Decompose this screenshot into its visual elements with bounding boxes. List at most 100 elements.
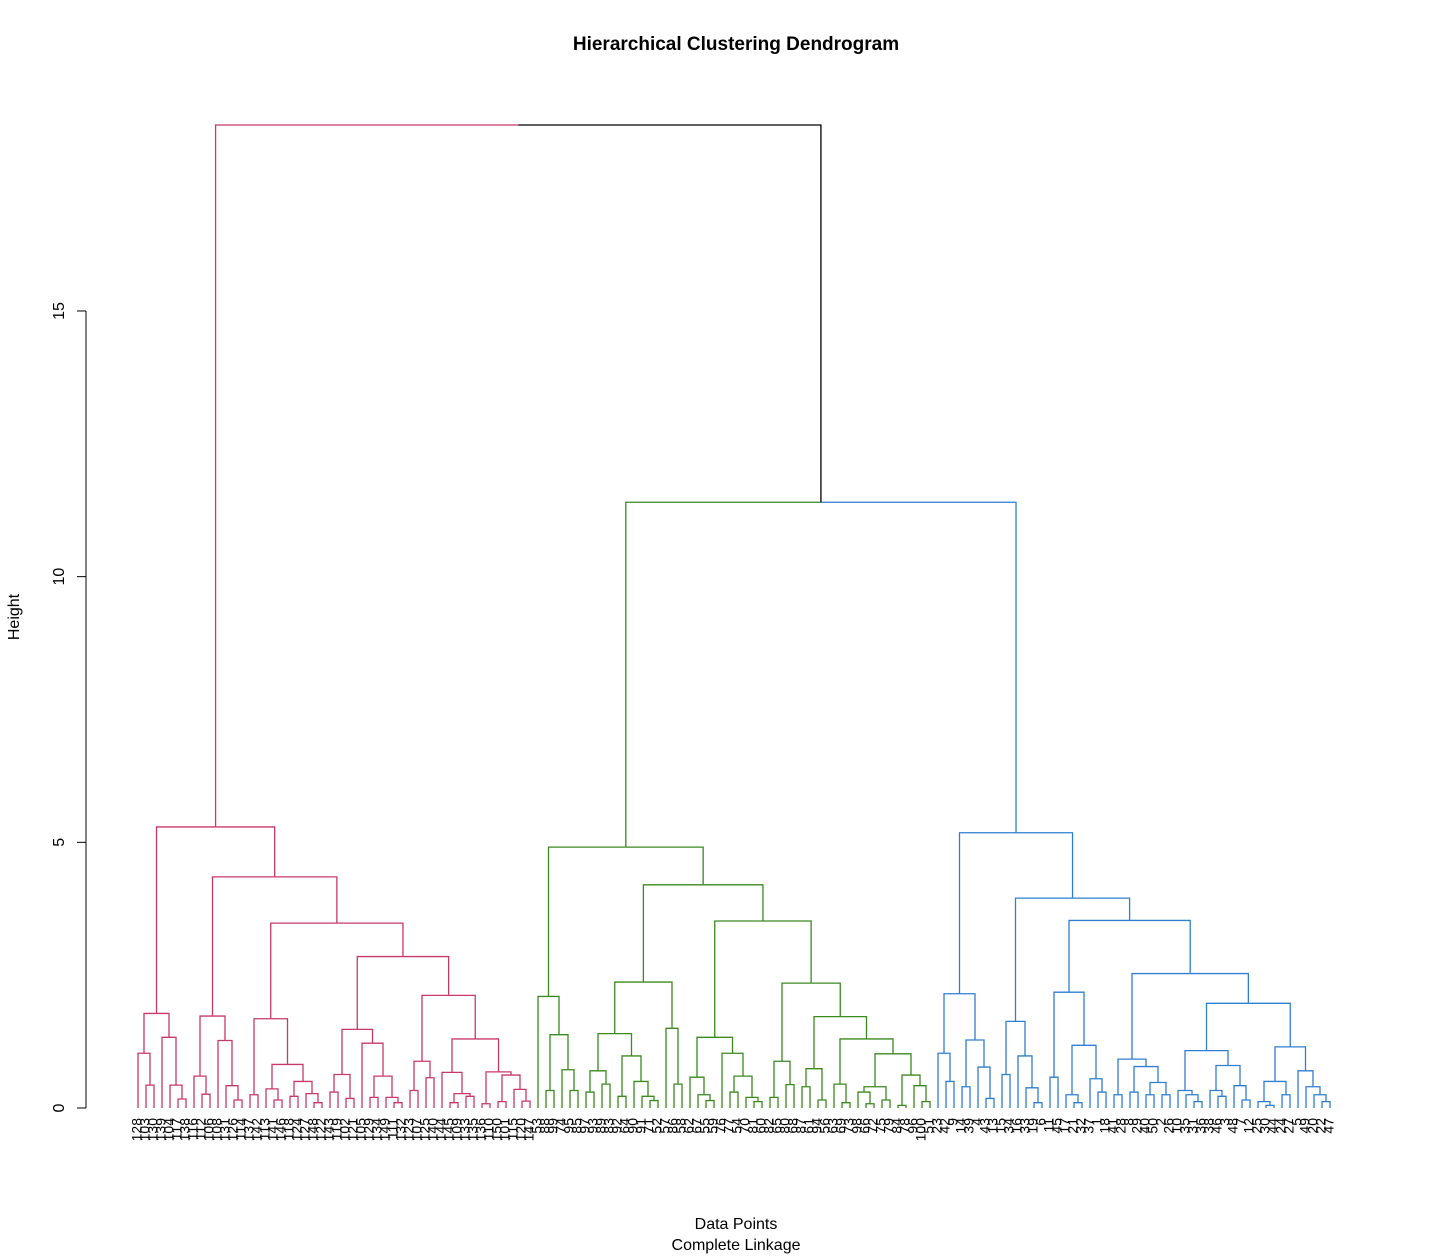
link (1006, 1073, 1011, 1108)
link (249, 1094, 254, 1108)
leaf-label: 78 (897, 1118, 913, 1134)
link (1118, 1094, 1123, 1108)
link (409, 1089, 414, 1108)
link (814, 1068, 823, 1101)
link (1326, 1100, 1331, 1108)
leaf-label: 18 (1097, 1118, 1113, 1134)
leaf-label: 63 (825, 1118, 841, 1134)
link (144, 1052, 151, 1086)
link (217, 1039, 225, 1108)
link (501, 1074, 511, 1102)
link (1117, 1058, 1132, 1095)
leaf-label: 42 (937, 1118, 953, 1134)
leaf-label: 111 (385, 1118, 401, 1139)
link (870, 1103, 875, 1108)
link (1222, 1095, 1227, 1108)
link (1005, 1020, 1016, 1075)
link (550, 1089, 555, 1108)
link (313, 1102, 318, 1108)
link (238, 1099, 243, 1108)
link (959, 993, 976, 1040)
link (253, 1018, 271, 1095)
link (1177, 1089, 1185, 1108)
link (441, 1071, 452, 1108)
leaf-label: 92 (609, 1118, 625, 1134)
link (465, 1095, 470, 1108)
link (161, 1036, 169, 1108)
leaf-label: 95 (561, 1118, 577, 1134)
link (1097, 1091, 1102, 1108)
link (697, 1094, 704, 1108)
link (1072, 897, 1131, 921)
link (790, 1083, 795, 1108)
leaf-label: 146 (273, 1118, 289, 1142)
link (1145, 1094, 1150, 1108)
link (1149, 1081, 1158, 1095)
link (710, 1099, 715, 1108)
link (329, 1091, 334, 1108)
leaf-label: 44 (1265, 1118, 1281, 1134)
link (212, 1015, 226, 1041)
link (486, 1103, 491, 1108)
link (150, 1084, 155, 1108)
link (811, 982, 841, 1017)
link (614, 981, 644, 1034)
leaf-label: 130 (145, 1118, 161, 1142)
link (1190, 972, 1250, 1004)
leaf-label: 102 (337, 1118, 353, 1142)
leaf-label: 17 (1057, 1118, 1073, 1134)
link (232, 1085, 239, 1101)
leaf-label: 67 (689, 1118, 705, 1134)
link (617, 1095, 622, 1108)
link (990, 1097, 995, 1108)
link (1281, 1094, 1286, 1108)
link (1217, 1095, 1222, 1108)
leaf-label: 88 (537, 1118, 553, 1134)
link (1205, 1002, 1249, 1051)
leaf-label: 1 (1089, 1118, 1105, 1126)
leaf-label: 13 (985, 1118, 1001, 1134)
link (513, 1088, 520, 1108)
link (336, 922, 404, 957)
link (547, 846, 626, 997)
link (272, 1088, 279, 1101)
leaf-label: 59 (705, 1118, 721, 1134)
link (958, 832, 1017, 994)
leaf-label: 135 (465, 1118, 481, 1142)
leaf-label: 97 (577, 1118, 593, 1134)
link (1134, 1091, 1139, 1108)
link (392, 1096, 399, 1103)
link (614, 1032, 633, 1056)
link (752, 1096, 759, 1102)
link (211, 876, 275, 1017)
link (820, 501, 1017, 833)
leaf-label: 15 (993, 1118, 1009, 1134)
leaf-label: 53 (529, 1118, 545, 1134)
link (1113, 1094, 1118, 1108)
leaf-label: 147 (521, 1118, 537, 1142)
leaf-label: 148 (305, 1118, 321, 1142)
link (965, 1039, 975, 1087)
leaf-label: 27 (1281, 1118, 1297, 1134)
link (1015, 1020, 1026, 1056)
leaf-label: 116 (185, 1118, 201, 1141)
chart-title: Hierarchical Clustering Dendrogram (573, 34, 899, 55)
link (678, 1083, 683, 1108)
link (453, 1093, 462, 1103)
leaf-label: 3 (1217, 1118, 1233, 1126)
leaf-label: 76 (713, 1118, 729, 1134)
link (422, 1060, 431, 1078)
link (631, 1055, 642, 1082)
link (648, 1095, 655, 1101)
link (1078, 1102, 1083, 1108)
link (270, 922, 337, 1019)
leaf-label: 16 (1009, 1118, 1025, 1134)
link (893, 1053, 912, 1076)
link (817, 1099, 822, 1108)
link (357, 1028, 374, 1044)
link (345, 1097, 350, 1108)
link (177, 1098, 182, 1108)
link (278, 1099, 283, 1108)
leaf-label: 10 (1169, 1118, 1185, 1134)
leaf-label: 23 (929, 1118, 945, 1134)
